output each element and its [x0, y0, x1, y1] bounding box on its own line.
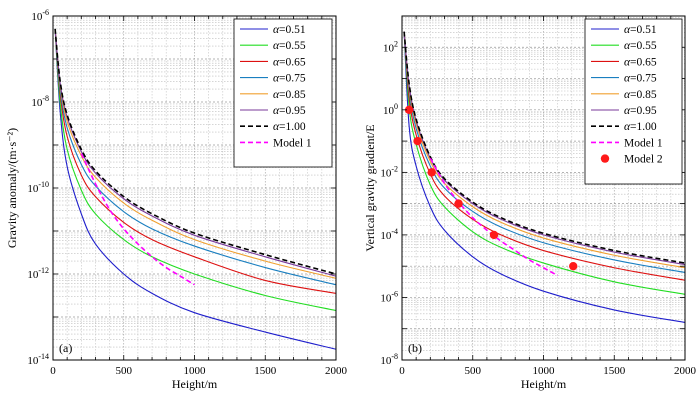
panel-a-legend-entry: α=0.55 — [240, 40, 306, 52]
panel-a-ticks — [52, 15, 337, 361]
panel-a-legend-label: Model 1 — [273, 137, 312, 149]
panel-b-legend-label: α=0.75 — [624, 73, 657, 85]
panel-a-legend-entry: α=0.85 — [240, 89, 306, 101]
panel-b-model2-point — [427, 168, 436, 177]
panel-b-series-line-0 — [403, 31, 685, 324]
panel-a-legend-entry: α=0.51 — [240, 24, 306, 36]
panel-a-series-line-0 — [54, 28, 336, 350]
panel-b-legend-entry: α=1.00 — [591, 121, 657, 133]
panel-b-y-tick-label: 10-6 — [380, 289, 398, 304]
panel-b-legend-entry: Model 1 — [591, 137, 663, 149]
panel-b-y-axis-title: Vertical gravity gradient/E — [363, 124, 377, 251]
panel-a-series-line-1 — [54, 28, 336, 312]
panel-a-series-line-6 — [54, 28, 336, 275]
panel-b-series-line-7 — [429, 157, 559, 277]
panel-b-x-tick-label: 0 — [399, 365, 405, 377]
panel-a-series-line-7 — [80, 153, 195, 286]
panel-a-series-line-3 — [54, 28, 336, 286]
panel-b-y-tick-label: 10-8 — [380, 352, 398, 367]
panel-a-plot-area — [54, 28, 336, 350]
panel-b-legend-label: α=0.65 — [624, 56, 657, 68]
panel-a-legend-label: α=0.85 — [273, 89, 306, 101]
panel-a-y-tick-label: 10-6 — [31, 8, 49, 23]
panel-a-series-line-4 — [54, 28, 336, 279]
panel-a-legend-label: α=1.00 — [273, 121, 306, 133]
panel-a-x-tick-label: 1500 — [254, 365, 277, 377]
panel-b-x-tick-label: 500 — [465, 365, 482, 377]
panel-a-x-tick-label: 2000 — [325, 365, 348, 377]
panel-b-panel-label: (b) — [408, 341, 422, 355]
panel-a-legend-label: α=0.95 — [273, 105, 306, 117]
panel-a-y-tick-label: 10-8 — [31, 94, 49, 109]
panel-a-x-tick-label: 0 — [50, 365, 56, 377]
panel-b-vertical-gravity-gradient: 0 500 1000 1500 2000 10-8 10-6 10-4 10-2 100 102 He… — [363, 15, 697, 391]
panel-a-legend-label: α=0.75 — [273, 73, 306, 85]
panel-b-series-line-2 — [403, 31, 685, 281]
panel-b-x-tick-label: 1500 — [603, 365, 626, 377]
panel-a-legend-entry: α=0.95 — [240, 105, 306, 117]
panel-a-y-tick-label: 10-14 — [27, 352, 49, 367]
panel-b-series-line-6 — [403, 31, 685, 264]
panel-a-x-axis-title: Height/m — [172, 377, 218, 391]
panel-b-model2-point — [569, 261, 578, 271]
panel-b-legend-label: α=0.95 — [624, 105, 657, 117]
panel-a-legend-label: α=0.51 — [273, 24, 306, 36]
panel-a-x-tick-label: 500 — [116, 365, 133, 377]
panel-b-model2-point — [454, 199, 463, 208]
panel-b-series-line-1 — [403, 31, 685, 295]
panel-b-plot-area — [403, 31, 685, 324]
panel-a-gravity-anomaly: 0 500 1000 1500 2000 10-14 10-12 10-10 10-8 10-6 H… — [5, 8, 348, 391]
panel-b-x-tick-label: 1000 — [533, 365, 556, 377]
panel-b-legend-label: Model 1 — [624, 137, 663, 149]
panel-b-y-tick-label: 10-4 — [380, 227, 398, 242]
panel-b-legend-label: α=1.00 — [624, 121, 657, 133]
panel-b-legend-entry: α=0.95 — [591, 105, 657, 117]
panel-a-legend-entry: α=0.75 — [240, 73, 306, 85]
panel-b-legend-label: α=0.85 — [624, 89, 657, 101]
panel-a-legend-entry: α=0.65 — [240, 56, 306, 68]
panel-b-legend-entry: α=0.85 — [591, 89, 657, 101]
panel-a-legend: α=0.51 α=0.55 α=0.65 α=0.75 α=0.85 α=0.95 α=1.… — [233, 18, 333, 168]
panel-b-x-axis-title: Height/m — [521, 377, 567, 391]
panel-a-legend-label: α=0.65 — [273, 56, 306, 68]
panel-a-y-tick-label: 10-10 — [27, 180, 49, 195]
panel-a-x-tick-label: 1000 — [184, 365, 207, 377]
panel-b-legend-box — [584, 18, 683, 185]
panel-b-model2-point — [489, 230, 499, 240]
panel-b-y-tick-label: 10-2 — [380, 164, 398, 179]
panel-a-legend-entry: Model 1 — [240, 137, 312, 149]
panel-b-model2-point — [413, 136, 422, 146]
panel-b-ticks — [401, 15, 686, 361]
panel-b-x-tick-label: 2000 — [674, 365, 697, 377]
panel-a-panel-label: (a) — [59, 341, 72, 355]
panel-a-legend-entry: α=1.00 — [240, 121, 306, 133]
panel-b-legend-entry: Model 2 — [600, 154, 663, 166]
panel-b-model2-point — [404, 105, 414, 115]
panel-b-legend: α=0.51 α=0.55 α=0.65 α=0.75 α=0.85 α=0.95 α=1.… — [584, 18, 683, 185]
panel-a-legend-label: α=0.55 — [273, 40, 306, 52]
panel-b-y-tick-label: 100 — [383, 102, 398, 117]
panel-b-legend-entry: α=0.75 — [591, 73, 657, 85]
panel-b-legend-entry: α=0.65 — [591, 56, 657, 68]
panel-b-legend-marker — [600, 154, 610, 163]
panel-b-legend-entry: α=0.55 — [591, 40, 657, 52]
panel-a-y-tick-label: 10-12 — [27, 266, 49, 281]
panel-b-legend-label: Model 2 — [624, 154, 663, 166]
panel-b-legend-label: α=0.55 — [624, 40, 657, 52]
panel-b-y-tick-label: 102 — [383, 39, 398, 54]
panel-b-legend-label: α=0.51 — [624, 24, 657, 36]
panel-b-legend-entry: α=0.51 — [591, 24, 657, 36]
panel-a-y-axis-title: Gravity anomaly/(m·s⁻²) — [5, 128, 19, 248]
